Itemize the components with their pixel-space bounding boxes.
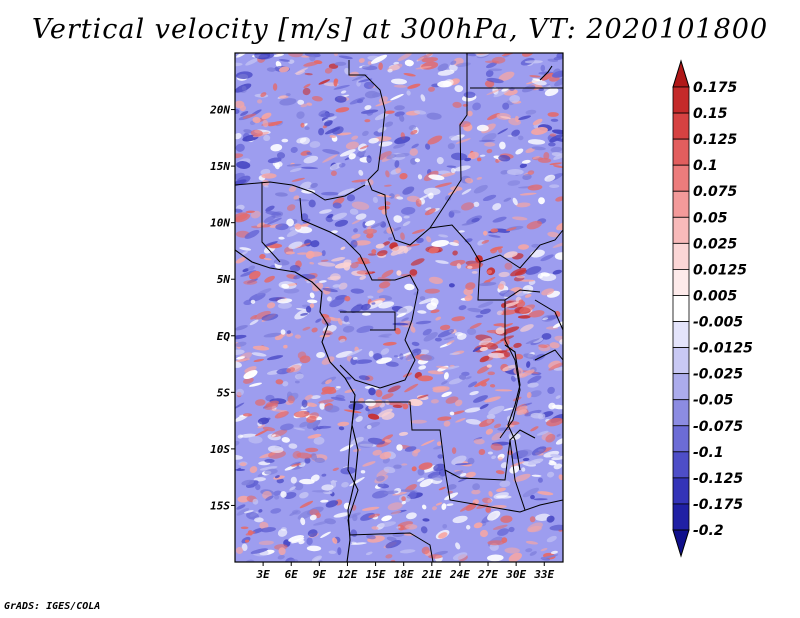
colorbar-segment (672, 399, 690, 427)
lon-tick-label: 9E (313, 568, 327, 581)
lat-tick-label: 15S (210, 499, 230, 512)
colorbar-segment (672, 242, 690, 270)
colorbar-label: -0.005 (693, 315, 743, 331)
colorbar-label: 0.075 (693, 184, 738, 200)
coastline (235, 65, 553, 562)
colorbar-label: -0.025 (693, 367, 743, 383)
country-borders (235, 53, 563, 562)
credit-text: GrADS: IGES/COLA (4, 601, 101, 612)
colorbar-label: -0.05 (693, 393, 734, 409)
colorbar-label: 0.025 (693, 236, 738, 252)
colorbar-segment (672, 112, 690, 140)
colorbar-segment (672, 477, 690, 505)
colorbar-label: 0.005 (693, 289, 738, 305)
colorbar-bottom-arrow (672, 529, 690, 558)
colorbar-label: 0.175 (693, 80, 738, 96)
colorbar-segment (672, 347, 690, 375)
lon-tick-label: 27E (477, 568, 498, 581)
lat-tick-label: 5N (217, 273, 231, 286)
colorbar-segment (672, 190, 690, 218)
lon-tick-label: 3E (255, 568, 270, 581)
colorbar-label: 0.15 (693, 106, 728, 122)
colorbar-segment (672, 269, 690, 296)
colorbar-segment (672, 425, 690, 453)
colorbar-label: -0.175 (693, 497, 743, 513)
lon-tick-label: 12E (338, 568, 358, 581)
colorbar-segment (672, 373, 690, 401)
colorbar-label: 0.1 (693, 158, 718, 174)
colorbar-segment (672, 216, 690, 244)
lon-tick-label: 30E (505, 568, 526, 581)
colorbar-segment (672, 86, 690, 114)
colorbar-segment (672, 295, 690, 322)
lon-tick-label: 21E (421, 568, 442, 581)
colorbar-segment (672, 138, 690, 166)
lon-tick-label: 24E (449, 568, 470, 581)
colorbar-segment (672, 451, 690, 479)
colorbar-label: -0.1 (693, 445, 724, 461)
latitude-axis: 20N 15N 10N 5N EQ 5S 10S 15S (209, 104, 235, 512)
colorbar-label: -0.0125 (693, 341, 753, 357)
colorbar-label: -0.075 (693, 419, 743, 435)
lat-tick-label: 20N (209, 104, 230, 117)
map-frame (234, 52, 564, 563)
lon-tick-label: 18E (394, 568, 414, 581)
lat-tick-label: 10S (210, 443, 230, 456)
colorbar-segment (672, 503, 690, 531)
colorbar: 0.175 0.15 0.125 0.1 0.075 0.05 0.025 0.0125 0.0… (672, 59, 753, 558)
lat-tick-label: EQ (217, 330, 231, 343)
plot-title: Vertical velocity [m/s] at 300hPa, VT: 2… (31, 14, 769, 45)
lat-tick-label: 15N (210, 160, 230, 173)
colorbar-label: -0.125 (693, 471, 743, 487)
colorbar-segment (672, 321, 690, 348)
vertical-velocity-field (235, 53, 563, 562)
lon-tick-label: 6E (285, 568, 299, 581)
colorbar-top-arrow (672, 59, 690, 88)
colorbar-label: -0.2 (693, 523, 724, 539)
longitude-axis: 3E 6E 9E 12E 15E 18E 21E 24E 27E 30E 33E (255, 562, 555, 581)
colorbar-label: 0.05 (693, 210, 728, 226)
colorbar-label: 0.125 (693, 132, 738, 148)
colorbar-segment (672, 164, 690, 192)
lon-tick-label: 33E (533, 568, 554, 581)
lat-tick-label: 5S (217, 386, 231, 399)
lat-tick-label: 10N (210, 217, 230, 230)
lon-tick-label: 15E (366, 568, 386, 581)
colorbar-label: 0.0125 (693, 262, 747, 278)
